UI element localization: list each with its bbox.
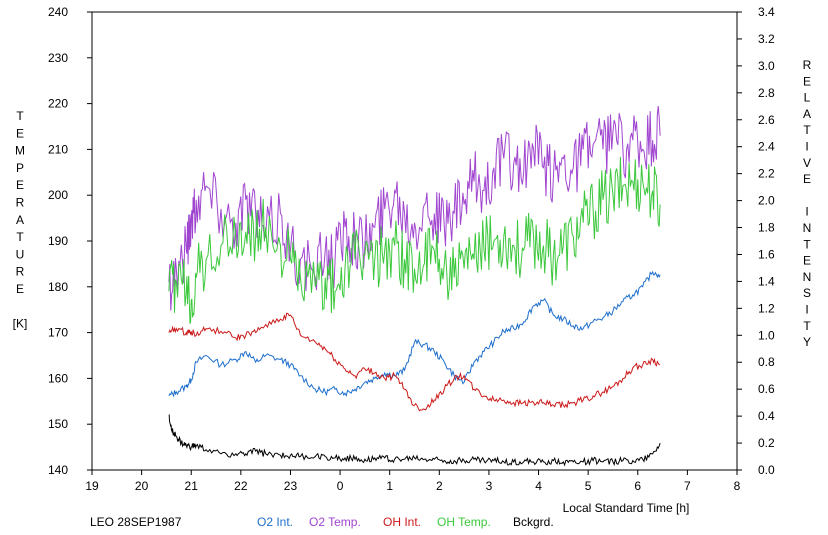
y-right-tick-label: 0.4: [758, 409, 775, 423]
y-right-label-char: R: [803, 58, 812, 72]
y-right-label-char: T: [803, 319, 811, 333]
x-tick-label: 2: [436, 479, 443, 493]
y-left-axis-ticks: 140 150 160 170 180 190 200 210 220 230 240: [48, 5, 92, 477]
y-right-tick-label: 2.6: [758, 113, 775, 127]
y-left-label-char: E: [16, 126, 24, 140]
plot-frame: [91, 11, 738, 471]
x-tick-label: 8: [734, 479, 741, 493]
x-tick-label: 3: [486, 479, 493, 493]
y-right-label-char: I: [805, 205, 808, 219]
y-right-label-char: E: [803, 172, 811, 186]
y-right-tick-label: 0.6: [758, 382, 775, 396]
y-left-tick-label: 210: [48, 142, 68, 156]
y-left-tick-label: 200: [48, 188, 68, 202]
y-left-label-char: T: [16, 109, 24, 123]
y-right-tick-label: 0.0: [758, 463, 775, 477]
y-right-label-char: I: [805, 140, 808, 154]
y-right-tick-label: 2.4: [758, 140, 775, 154]
legend-item: OH Int.: [383, 515, 421, 529]
y-left-tick-label: 150: [48, 417, 68, 431]
y-right-label-char: N: [803, 270, 812, 284]
y-right-label-char: T: [803, 123, 811, 137]
y-left-tick-label: 180: [48, 280, 68, 294]
series-line: [168, 413, 661, 467]
y-right-tick-label: 3.2: [758, 32, 775, 46]
y-left-label-char: U: [16, 247, 25, 261]
x-tick-label: 6: [634, 479, 641, 493]
y-left-tick-label: 240: [48, 5, 68, 19]
y-right-tick-label: 1.8: [758, 221, 775, 235]
y-left-tick-label: 170: [48, 326, 68, 340]
y-left-label-char: P: [16, 161, 24, 175]
legend-item: O2 Int.: [257, 515, 293, 529]
series-line: [168, 156, 661, 324]
series-line: [168, 106, 661, 311]
x-tick-label: 0: [337, 479, 344, 493]
y-right-tick-label: 1.0: [758, 328, 775, 342]
legend-item: OH Temp.: [437, 515, 491, 529]
y-left-label-char: R: [16, 265, 25, 279]
y-left-label-char: T: [16, 230, 24, 244]
y-left-tick-label: 220: [48, 97, 68, 111]
y-right-tick-label: 2.2: [758, 167, 775, 181]
legend-item: Bckgrd.: [513, 515, 554, 529]
legend-item: O2 Temp.: [309, 515, 361, 529]
y-right-tick-label: 3.0: [758, 59, 775, 73]
y-right-label-char: S: [803, 286, 811, 300]
y-right-label-char: E: [803, 74, 811, 88]
y-left-tick-label: 160: [48, 371, 68, 385]
x-axis-ticks: 19 20 21 22 23 0 1 2 3 4 5 6 7 8: [85, 470, 741, 493]
y-left-label-char: A: [16, 213, 24, 227]
y-right-label-char: N: [803, 221, 812, 235]
y-right-tick-label: 0.2: [758, 436, 775, 450]
y-left-label-char: E: [16, 178, 24, 192]
x-tick-label: 22: [234, 479, 248, 493]
y-right-label-char: Y: [803, 335, 811, 349]
x-tick-label: 21: [185, 479, 199, 493]
caption: LEO 28SEP1987: [90, 515, 182, 529]
series-line: [168, 312, 661, 412]
x-tick-label: 5: [585, 479, 592, 493]
y-left-tick-label: 190: [48, 234, 68, 248]
y-right-tick-label: 2.0: [758, 194, 775, 208]
x-tick-label: 1: [386, 479, 393, 493]
y-right-label-char: T: [803, 237, 811, 251]
y-left-label-char: [K]: [13, 317, 28, 331]
y-right-tick-label: 1.4: [758, 274, 775, 288]
y-right-label-char: A: [803, 107, 811, 121]
legend: O2 Int. O2 Temp. OH Int. OH Temp. Bckgrd.: [257, 515, 554, 529]
series-line: [168, 270, 661, 398]
y-right-tick-label: 1.2: [758, 301, 775, 315]
y-right-label-char: E: [803, 254, 811, 268]
x-tick-label: 7: [684, 479, 691, 493]
y-left-label-char: R: [16, 196, 25, 210]
y-right-tick-label: 0.8: [758, 355, 775, 369]
x-tick-label: 23: [284, 479, 298, 493]
x-tick-label: 19: [85, 479, 99, 493]
y-left-label-char: E: [16, 282, 24, 296]
y-left-tick-label: 140: [48, 463, 68, 477]
y-right-label-char: I: [805, 303, 808, 317]
y-right-axis-ticks: 0.0 0.2 0.4 0.6 0.8 1.0 1.2 1.4 1.6 1.8 2.0 2.2 2.4 2…: [737, 5, 775, 477]
y-left-label-char: M: [15, 144, 25, 158]
x-axis-label: Local Standard Time [h]: [563, 501, 690, 515]
y-right-tick-label: 3.4: [758, 5, 775, 19]
y-right-tick-label: 1.6: [758, 247, 775, 261]
y-right-tick-label: 2.8: [758, 86, 775, 100]
y-right-label-char: L: [804, 91, 811, 105]
y-left-tick-label: 230: [48, 51, 68, 65]
x-tick-label: 4: [535, 479, 542, 493]
series-lines: [168, 106, 661, 467]
x-tick-label: 20: [135, 479, 149, 493]
y-right-label-char: V: [803, 156, 811, 170]
